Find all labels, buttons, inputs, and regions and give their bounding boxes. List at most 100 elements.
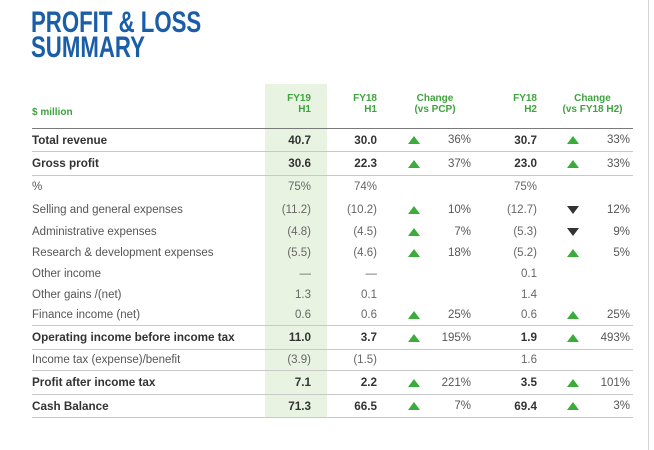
cell-change-fy18-h2: 493% <box>552 326 633 349</box>
change-value: 221% <box>441 376 471 389</box>
triangle-up-icon <box>567 333 579 342</box>
cell-fy18-h1: 0.6 <box>361 309 377 321</box>
triangle-up-icon <box>567 136 579 144</box>
triangle-up-icon <box>408 311 420 319</box>
row-label: Total revenue <box>32 133 108 147</box>
change-value: 7% <box>454 400 471 412</box>
cell-fy19-h1: 0.6 <box>295 309 311 321</box>
row-label: Other gains /(net) <box>32 288 122 301</box>
row-label: Income tax (expense)/benefit <box>32 354 181 366</box>
cell-fy19-h1: — <box>299 267 312 280</box>
table-row: Other gains /(net) 1.3 0.1 1.4 <box>32 284 633 305</box>
highlighted-column-fy19-h1 <box>265 84 327 418</box>
cell-fy18-h2: (5.3) <box>513 225 537 238</box>
table-row: Gross profit 30.6 22.3 37% 23.0 33% <box>32 152 633 176</box>
cell-change-fy18-h2: 33% <box>552 129 633 151</box>
change-value: 101% <box>600 376 630 389</box>
triangle-up-icon <box>408 227 420 236</box>
triangle-up-icon <box>567 378 579 387</box>
cell-fy18-h1: (4.5) <box>353 225 377 238</box>
cell-fy18-h1: (4.6) <box>353 246 377 259</box>
column-header-line: H1 <box>364 104 377 115</box>
cell-change-pcp <box>392 350 478 370</box>
cell-fy18-h2: 23.0 <box>514 157 537 170</box>
cell-fy18-h1: (1.5) <box>353 354 377 366</box>
change-value: 25% <box>447 309 471 321</box>
cell-fy18-h2: 0.6 <box>521 309 537 321</box>
change-value: 195% <box>441 331 471 344</box>
row-label: Gross profit <box>32 157 99 170</box>
change-value: 493% <box>600 331 630 344</box>
change-value: 18% <box>447 246 471 259</box>
column-header-fy18-h1: FY18 H1 <box>327 93 392 115</box>
cell-fy18-h1: 74% <box>353 181 377 193</box>
table-row: Selling and general expenses (11.2) (10.2)… <box>32 198 633 221</box>
column-header-line: FY18 <box>353 93 377 104</box>
change-value: 3% <box>613 400 630 412</box>
triangle-up-icon <box>408 159 420 168</box>
cell-change-fy18-h2: 9% <box>552 221 633 242</box>
triangle-up-icon <box>408 248 420 257</box>
page-title-line-2: SUMMARY <box>31 31 145 64</box>
cell-fy18-h1: 66.5 <box>354 399 377 413</box>
cell-fy18-h2: (5.2) <box>513 246 537 259</box>
column-header-change-fy18-h2: Change (vs FY18 H2) <box>552 93 633 115</box>
cell-fy19-h1: 71.3 <box>288 399 311 413</box>
triangle-up-icon <box>408 333 420 342</box>
cell-fy19-h1: (5.5) <box>287 246 311 259</box>
cell-fy18-h2: (12.7) <box>506 203 537 216</box>
row-label: Finance income (net) <box>32 309 141 321</box>
cell-fy18-h1: 30.0 <box>354 133 377 147</box>
cell-fy18-h2: 0.1 <box>521 267 537 280</box>
cell-change-pcp: 221% <box>392 371 478 394</box>
page-title-line-1: PROFIT & LOSS <box>31 6 202 39</box>
column-header-line: Change <box>574 93 611 104</box>
table-row: Other income — — 0.1 <box>32 263 633 284</box>
cell-change-fy18-h2: 25% <box>552 305 633 325</box>
triangle-up-icon <box>408 205 420 214</box>
triangle-up-icon <box>567 248 579 257</box>
table-body: Total revenue 40.7 30.0 36% 30.7 33% Gross pro… <box>32 129 633 418</box>
change-value: 36% <box>447 134 471 146</box>
row-label: Selling and general expenses <box>32 203 183 216</box>
column-header-change-pcp: Change (vs PCP) <box>392 93 478 115</box>
table-row: Income tax (expense)/benefit (3.9) (1.5) 1.… <box>32 350 633 371</box>
column-header-line: H2 <box>524 104 537 115</box>
table-row: Finance income (net) 0.6 0.6 25% 0.6 25% <box>32 305 633 326</box>
row-label: % <box>32 181 43 193</box>
cell-change-fy18-h2 <box>552 350 633 370</box>
cell-change-fy18-h2: 12% <box>552 198 633 221</box>
cell-change-pcp <box>392 176 478 198</box>
cell-change-fy18-h2 <box>552 284 633 305</box>
cell-fy19-h1: (3.9) <box>287 354 311 366</box>
cell-fy18-h2: 30.7 <box>514 133 537 147</box>
cell-change-fy18-h2: 5% <box>552 242 633 263</box>
cell-fy19-h1: 30.6 <box>288 157 311 170</box>
row-label: Cash Balance <box>32 399 109 413</box>
cell-change-pcp: 37% <box>392 152 478 175</box>
cell-fy18-h1: 0.1 <box>361 288 377 301</box>
table-row: Research & development expenses (5.5) (4.6… <box>32 242 633 263</box>
column-header-line: FY18 <box>513 93 537 104</box>
row-label: Operating income before income tax <box>32 331 235 344</box>
cell-fy18-h2: 1.6 <box>521 354 537 366</box>
table-header: $ million FY19 H1 FY18 H1 Change (vs PCP… <box>32 84 633 129</box>
cell-change-pcp: 36% <box>392 129 478 151</box>
cell-change-pcp: 25% <box>392 305 478 325</box>
change-value: 10% <box>447 203 471 216</box>
cell-fy18-h1: 2.2 <box>360 376 377 389</box>
triangle-down-icon <box>567 205 579 214</box>
cell-change-pcp: 7% <box>392 395 478 417</box>
cell-fy18-h1: 22.3 <box>354 157 377 170</box>
cell-change-pcp: 10% <box>392 198 478 221</box>
cell-change-pcp: 7% <box>392 221 478 242</box>
cell-fy19-h1: 75% <box>287 181 311 193</box>
cell-fy19-h1: (4.8) <box>287 225 311 238</box>
cell-fy18-h2: 1.9 <box>520 331 537 344</box>
cell-fy19-h1: 11.0 <box>288 331 311 344</box>
table-row: Total revenue 40.7 30.0 36% 30.7 33% <box>32 129 633 152</box>
cell-change-pcp <box>392 284 478 305</box>
cell-fy18-h2: 75% <box>513 181 537 193</box>
column-header-line: (vs PCP) <box>414 104 456 115</box>
triangle-down-icon <box>567 227 579 236</box>
